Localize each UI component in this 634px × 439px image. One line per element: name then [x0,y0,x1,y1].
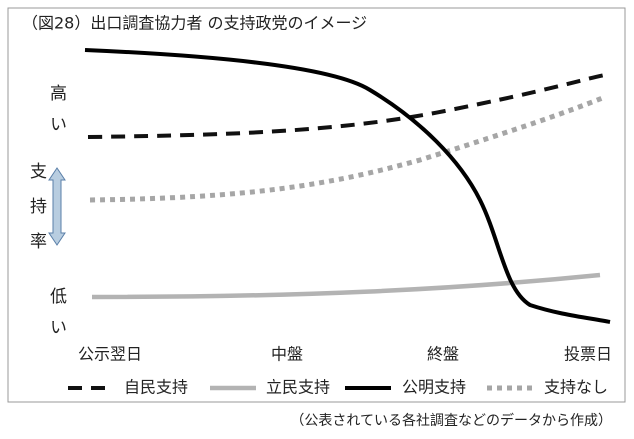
legend-label: 公明支持 [402,378,466,397]
x-label: 投票日 [564,345,612,364]
line-rikken [91,272,601,300]
line-jimin [87,73,606,139]
chart-title: （図28）出口調査協力者 の支持政党のイメージ [22,14,367,33]
line-none [89,94,606,203]
legend-label: 支持なし [544,378,608,397]
y-label-high: 高い [46,84,66,146]
frame [7,7,626,403]
legend-label: 自民支持 [124,378,188,397]
caption: （公表されている各社調査などのデータから作成） [290,412,612,429]
line-komei [84,48,611,324]
x-label: 中盤 [271,345,303,364]
legend-label: 立民支持 [266,378,330,397]
y-label-rate: 支持率 [26,162,47,267]
x-label: 終盤 [427,345,459,364]
y-label-low: 低い [46,287,67,349]
x-label: 公示翌日 [78,345,142,364]
double-arrow [48,167,66,246]
